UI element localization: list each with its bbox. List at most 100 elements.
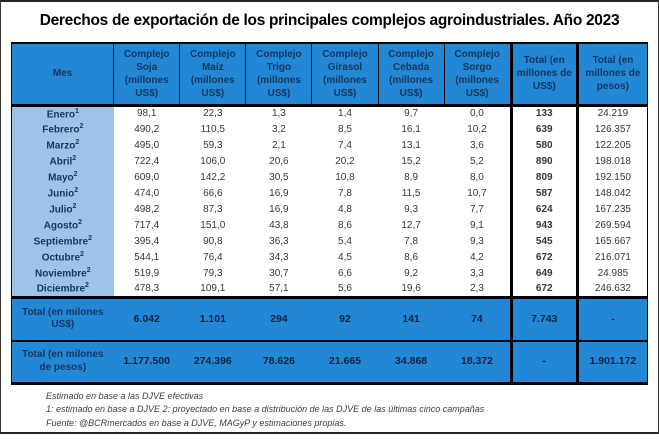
value-cell: 943 [509, 217, 578, 233]
col-header-sorgo: Complejo Sorgo (millones US$) [443, 43, 512, 105]
total-pesos-grand-total: 1.901.172 [575, 341, 648, 383]
month-footnote-marker: 2 [86, 266, 91, 274]
total-pesos-usd-dash: - [509, 341, 578, 383]
value-cell: 126.357 [575, 121, 648, 137]
table-row: Abril2 722,4 106,0 20,6 20,2 15,2 5,2 890 198.01… [11, 153, 648, 169]
month-footnote-marker: 2 [74, 186, 79, 194]
value-cell: 1,4 [311, 105, 379, 121]
value-cell: 12,7 [378, 217, 445, 233]
col-header-total-usd: Total (en millones de US$) [509, 43, 578, 105]
value-cell: 717,4 [113, 217, 180, 233]
col-header-maiz: Complejo Maíz (millones US$) [179, 43, 246, 105]
value-cell: 24.985 [575, 265, 648, 281]
value-cell: 90,8 [179, 233, 246, 249]
month-footnote-marker: 2 [78, 218, 82, 226]
value-cell: 1,3 [245, 105, 312, 121]
total-usd-label: Total (en milones US$) [11, 297, 114, 341]
value-cell: 9,3 [444, 233, 512, 249]
month-label: Enero [46, 108, 76, 120]
value-cell: 809 [509, 169, 578, 185]
value-cell: 544,1 [113, 249, 180, 265]
month-label: Julio [49, 204, 73, 216]
value-cell: 16,1 [378, 121, 445, 137]
value-cell: 8,6 [311, 217, 379, 233]
table-row: Noviembre2 519,9 79,3 30,7 6,6 9,2 3,3 649 24.98… [11, 265, 648, 281]
value-cell: 395,4 [113, 233, 180, 249]
value-cell: 122.205 [575, 137, 648, 153]
header-row: Mes Complejo Soja (millones US$) Complej… [11, 43, 648, 105]
value-cell: 13,1 [378, 137, 445, 153]
value-cell: 8,9 [378, 169, 445, 185]
month-cell: Febrero2 [11, 121, 114, 137]
footnotes: Estimado en base a las DJVE efectivas 1:… [46, 390, 659, 431]
value-cell: 7,8 [311, 185, 379, 201]
month-rows: Enero1 98,1 22,3 1,3 1,4 9,7 0,0 133 24.219 Febre… [11, 105, 648, 297]
table-row: Julio2 498,2 87,3 16,9 4,8 9,3 7,7 624 167.235 [11, 201, 648, 217]
value-cell: 216.071 [575, 249, 648, 265]
month-footnote-marker: 1 [75, 107, 79, 115]
value-cell: 4,5 [311, 249, 379, 265]
value-cell: 43,8 [245, 217, 312, 233]
value-cell: 22,3 [179, 105, 246, 121]
col-header-soja: Complejo Soja (millones US$) [113, 43, 180, 105]
table-row: Febrero2 490,2 110,5 3,2 8,5 16,1 10,2 639 126.3… [11, 121, 648, 137]
total-usd-cell: 294 [245, 297, 312, 341]
export-duties-table: Mes Complejo Soja (millones US$) Complej… [11, 42, 648, 385]
month-label: Marzo [46, 140, 76, 152]
month-cell: Noviembre2 [11, 265, 114, 281]
month-cell: Agosto2 [11, 217, 114, 233]
value-cell: 3,3 [444, 265, 512, 281]
footnote-estimation: Estimado en base a las DJVE efectivas [46, 390, 204, 401]
month-footnote-marker: 2 [72, 154, 77, 162]
value-cell: 722,4 [113, 153, 180, 169]
month-label: Diciembre [36, 283, 86, 295]
value-cell: 167.235 [575, 201, 648, 217]
col-header-trigo: Complejo Trigo (millones US$) [245, 43, 312, 105]
value-cell: 16,9 [245, 185, 312, 201]
value-cell: 20,6 [245, 153, 312, 169]
month-label: Febrero [42, 124, 80, 136]
value-cell: 165.667 [575, 233, 648, 249]
value-cell: 545 [509, 233, 578, 249]
month-footnote-marker: 2 [88, 234, 93, 242]
value-cell: 133 [509, 105, 578, 121]
total-pesos-cell: 21.665 [311, 341, 379, 383]
month-footnote-marker: 2 [85, 282, 89, 290]
month-cell: Abril2 [11, 153, 114, 169]
month-footnote-marker: 2 [80, 250, 84, 258]
value-cell: 30,7 [245, 265, 312, 281]
value-cell: 198.018 [575, 153, 648, 169]
value-cell: 66,6 [179, 185, 246, 201]
value-cell: 10,7 [444, 185, 512, 201]
value-cell: 5,4 [311, 233, 379, 249]
value-cell: 246.632 [575, 281, 648, 297]
value-cell: 20,2 [311, 153, 379, 169]
value-cell: 7,4 [311, 137, 379, 153]
month-label: Octubre [41, 252, 81, 264]
value-cell: 57,1 [245, 281, 312, 297]
table-row: Mayo2 609,0 142,2 30,5 10,8 8,9 8,0 809 192.150 [11, 169, 648, 185]
value-cell: 269.594 [575, 217, 648, 233]
value-cell: 10,2 [444, 121, 512, 137]
total-pesos-cell: 18.372 [444, 341, 512, 383]
value-cell: 76,4 [179, 249, 246, 265]
value-cell: 8,5 [311, 121, 379, 137]
value-cell: 36,3 [245, 233, 312, 249]
value-cell: 478,3 [113, 281, 180, 297]
total-pesos-row: Total (en milones de pesos) 1.177.500 27… [11, 341, 648, 383]
value-cell: 142,2 [179, 169, 246, 185]
value-cell: 4,2 [444, 249, 512, 265]
month-footnote-marker: 2 [72, 202, 77, 210]
value-cell: 639 [509, 121, 578, 137]
value-cell: 59,3 [179, 137, 246, 153]
value-cell: 192.150 [575, 169, 648, 185]
total-usd-cell: 6.042 [113, 297, 180, 341]
value-cell: 7,8 [378, 233, 445, 249]
value-cell: 110,5 [179, 121, 246, 137]
value-cell: 7,7 [444, 201, 512, 217]
value-cell: 11,5 [378, 185, 445, 201]
total-usd-row: Total (en milones US$) 6.042 1.101 294 9… [11, 297, 648, 341]
col-header-total-pesos: Total (en millones de pesos) [575, 43, 648, 105]
table-row: Enero1 98,1 22,3 1,3 1,4 9,7 0,0 133 24.219 [11, 105, 648, 121]
